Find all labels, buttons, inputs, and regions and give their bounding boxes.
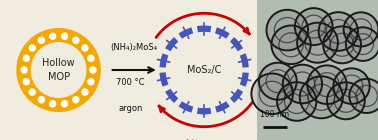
- Ellipse shape: [300, 76, 343, 118]
- Ellipse shape: [23, 55, 29, 61]
- Ellipse shape: [295, 8, 333, 45]
- Ellipse shape: [259, 63, 297, 100]
- Ellipse shape: [17, 29, 100, 111]
- Bar: [257, 0, 378, 140]
- Ellipse shape: [283, 65, 322, 103]
- Ellipse shape: [73, 37, 79, 43]
- Ellipse shape: [21, 67, 27, 73]
- Ellipse shape: [327, 82, 365, 119]
- Ellipse shape: [88, 55, 94, 61]
- Ellipse shape: [344, 12, 378, 46]
- Ellipse shape: [251, 74, 293, 114]
- Text: 700 °C: 700 °C: [116, 78, 145, 87]
- Text: MoS₂/C: MoS₂/C: [187, 65, 221, 75]
- Ellipse shape: [266, 10, 308, 50]
- Text: 100 nm: 100 nm: [260, 110, 290, 119]
- Ellipse shape: [82, 45, 88, 51]
- Ellipse shape: [271, 25, 311, 64]
- Ellipse shape: [50, 33, 56, 39]
- Ellipse shape: [82, 89, 88, 95]
- Text: argon: argon: [118, 104, 143, 113]
- Ellipse shape: [73, 97, 79, 103]
- Ellipse shape: [62, 33, 68, 39]
- Ellipse shape: [50, 101, 56, 107]
- Ellipse shape: [323, 26, 361, 63]
- Text: (NH₄)₂MoS₄: (NH₄)₂MoS₄: [111, 43, 158, 52]
- Text: Hollow
MOP: Hollow MOP: [42, 58, 75, 82]
- Text: Li⁺ + e⁻: Li⁺ + e⁻: [186, 0, 222, 1]
- Ellipse shape: [62, 101, 68, 107]
- Ellipse shape: [297, 23, 338, 63]
- Ellipse shape: [319, 12, 358, 51]
- Ellipse shape: [38, 97, 44, 103]
- Ellipse shape: [307, 65, 347, 104]
- Ellipse shape: [31, 43, 86, 97]
- Ellipse shape: [23, 79, 29, 85]
- Ellipse shape: [349, 79, 378, 113]
- Ellipse shape: [333, 68, 370, 104]
- Ellipse shape: [88, 79, 94, 85]
- Ellipse shape: [277, 82, 316, 121]
- Ellipse shape: [29, 45, 35, 51]
- Ellipse shape: [90, 67, 96, 73]
- Ellipse shape: [39, 37, 45, 43]
- Ellipse shape: [346, 27, 378, 61]
- Ellipse shape: [29, 89, 35, 95]
- Text: Li⁺ + e⁻: Li⁺ + e⁻: [186, 139, 222, 140]
